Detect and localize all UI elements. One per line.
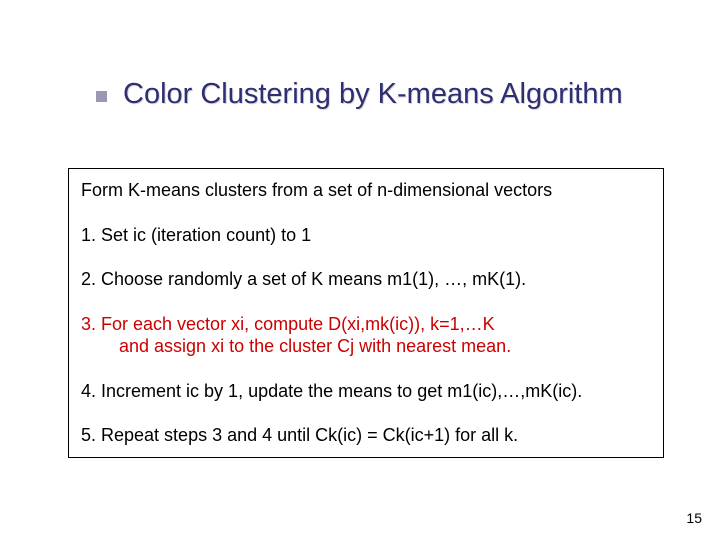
algorithm-step-1: 1. Set ic (iteration count) to 1 <box>81 224 651 247</box>
title-bullet-icon <box>96 91 107 102</box>
algorithm-step-5: 5. Repeat steps 3 and 4 until Ck(ic) = C… <box>81 424 651 447</box>
page-number: 15 <box>686 510 702 526</box>
algorithm-step-3-line-1: 3. For each vector xi, compute D(xi,mk(i… <box>81 313 651 336</box>
algorithm-step-3-line-2: and assign xi to the cluster Cj with nea… <box>81 335 651 358</box>
spacer <box>81 402 651 424</box>
spacer <box>81 202 651 224</box>
slide-title: Color Clustering by K-means Algorithm <box>123 78 623 111</box>
spacer <box>81 291 651 313</box>
algorithm-heading: Form K-means clusters from a set of n-di… <box>81 179 651 202</box>
spacer <box>81 246 651 268</box>
algorithm-step-2: 2. Choose randomly a set of K means m1(1… <box>81 268 651 291</box>
spacer <box>81 358 651 380</box>
slide-title-row: Color Clustering by K-means Algorithm <box>96 78 682 111</box>
slide: Color Clustering by K-means Algorithm Fo… <box>0 0 720 540</box>
algorithm-box: Form K-means clusters from a set of n-di… <box>68 168 664 458</box>
algorithm-step-4: 4. Increment ic by 1, update the means t… <box>81 380 651 403</box>
